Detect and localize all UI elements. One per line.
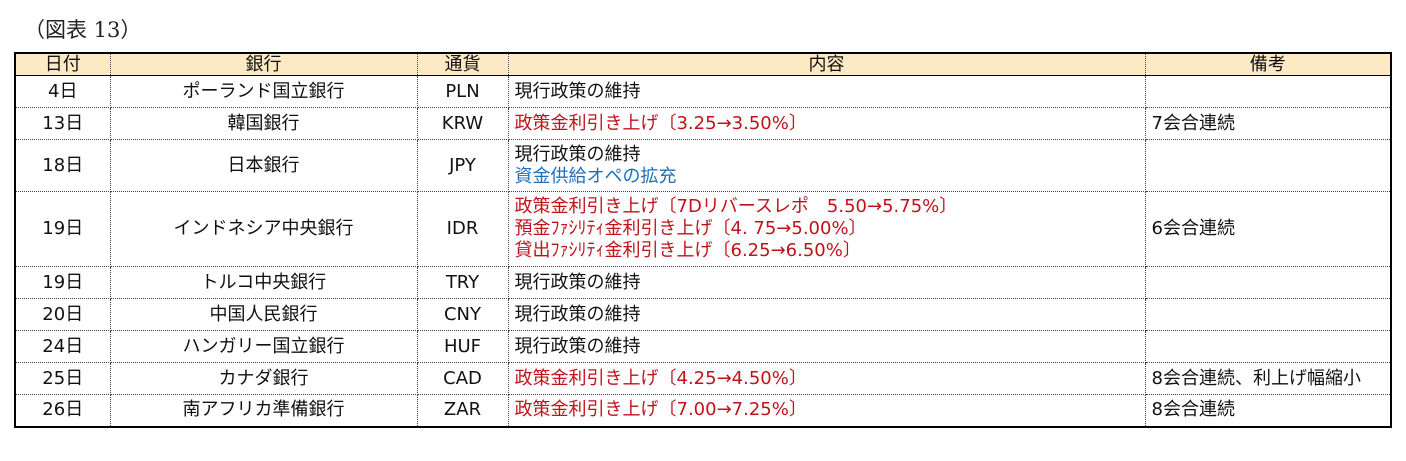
header-date: 日付 — [14, 52, 111, 76]
cell-content: 政策金利引き上げ〔7Dリバースレポ 5.50→5.75%〕 預金ﾌｧｼﾘﾃｨ金利引… — [507, 191, 1146, 267]
cell-bank: 韓国銀行 — [109, 107, 418, 140]
content-line: 政策金利引き上げ〔7Dリバースレポ 5.50→5.75%〕 — [514, 196, 958, 217]
table-row: 26日 南アフリカ準備銀行 ZAR 政策金利引き上げ〔7.00→7.25%〕 8会合連続 — [14, 394, 1392, 427]
cell-currency: CAD — [416, 362, 509, 395]
content-line: 預金ﾌｧｼﾘﾃｨ金利引き上げ〔4. 75→5.00%〕 — [514, 218, 867, 239]
cell-note — [1144, 75, 1392, 108]
table-row: 13日 韓国銀行 KRW 政策金利引き上げ〔3.25→3.50%〕 7会合連続 — [14, 107, 1392, 140]
cell-bank: 南アフリカ準備銀行 — [109, 394, 418, 427]
cell-content: 政策金利引き上げ〔7.00→7.25%〕 — [507, 394, 1146, 427]
cell-bank: ハンガリー国立銀行 — [109, 330, 418, 363]
cell-currency: HUF — [416, 330, 509, 363]
cell-content: 現行政策の維持 — [507, 75, 1146, 108]
central-bank-policy-table: 日付 銀行 通貨 内容 備考 4日 ポーランド国立銀行 PLN 現行政策の維持 13日韓… — [14, 52, 1392, 428]
cell-date: 25日 — [14, 362, 111, 395]
cell-content: 現行政策の維持 — [507, 330, 1146, 363]
table-row: 20日 中国人民銀行 CNY 現行政策の維持 — [14, 298, 1392, 331]
cell-note: 7会合連続 — [1144, 107, 1392, 140]
cell-bank: 中国人民銀行 — [109, 298, 418, 331]
cell-bank: 日本銀行 — [109, 139, 418, 192]
header-note: 備考 — [1144, 52, 1392, 76]
content-line: 資金供給オペの拡充 — [514, 165, 677, 187]
header-content: 内容 — [507, 52, 1146, 76]
cell-content: 政策金利引き上げ〔4.25→4.50%〕 — [507, 362, 1146, 395]
content-line: 現行政策の維持 — [514, 335, 641, 357]
cell-bank: カナダ銀行 — [109, 362, 418, 395]
cell-note — [1144, 139, 1392, 192]
content-line: 政策金利引き上げ〔4.25→4.50%〕 — [514, 367, 807, 389]
table-row: 19日 インドネシア中央銀行 IDR 政策金利引き上げ〔7Dリバースレポ 5.50→5… — [14, 191, 1392, 267]
table-row: 24日 ハンガリー国立銀行 HUF 現行政策の維持 — [14, 330, 1392, 363]
header-bank: 銀行 — [109, 52, 418, 76]
cell-date: 19日 — [14, 266, 111, 299]
figure-label: （図表 13） — [24, 18, 142, 42]
cell-bank: トルコ中央銀行 — [109, 266, 418, 299]
cell-content: 現行政策の維持 — [507, 298, 1146, 331]
cell-currency: CNY — [416, 298, 509, 331]
content-line: 政策金利引き上げ〔7.00→7.25%〕 — [514, 399, 807, 421]
header-currency: 通貨 — [416, 52, 509, 76]
content-line: 政策金利引き上げ〔3.25→3.50%〕 — [514, 112, 807, 134]
cell-date: 19日 — [14, 191, 111, 267]
table-row: 4日 ポーランド国立銀行 PLN 現行政策の維持 — [14, 75, 1392, 108]
content-line: 貸出ﾌｧｼﾘﾃｨ金利引き上げ〔6.25→6.50%〕 — [514, 240, 861, 261]
content-line: 現行政策の維持 — [514, 271, 641, 293]
cell-currency: TRY — [416, 266, 509, 299]
cell-date: 26日 — [14, 394, 111, 427]
cell-date: 4日 — [14, 75, 111, 108]
cell-date: 24日 — [14, 330, 111, 363]
table-header: 日付 銀行 通貨 内容 備考 — [14, 52, 1392, 76]
table-row: 19日 トルコ中央銀行 TRY 現行政策の維持 — [14, 266, 1392, 299]
cell-bank: ポーランド国立銀行 — [109, 75, 418, 108]
table-row: 25日 カナダ銀行 CAD 政策金利引き上げ〔4.25→4.50%〕 8会合連続、利上げ… — [14, 362, 1392, 395]
cell-note: 6会合連続 — [1144, 191, 1392, 267]
cell-date: 18日 — [14, 139, 111, 192]
cell-currency: KRW — [416, 107, 509, 140]
cell-currency: JPY — [416, 139, 509, 192]
header-row: 日付 銀行 通貨 内容 備考 — [14, 52, 1392, 76]
cell-currency: IDR — [416, 191, 509, 267]
cell-currency: PLN — [416, 75, 509, 108]
table-body: 4日 ポーランド国立銀行 PLN 現行政策の維持 13日 韓国銀行 KRW 政策金利引き上げ〔… — [14, 75, 1392, 427]
cell-content: 現行政策の維持 — [507, 266, 1146, 299]
cell-note — [1144, 266, 1392, 299]
cell-note — [1144, 330, 1392, 363]
content-line: 現行政策の維持 — [514, 80, 641, 102]
cell-note — [1144, 298, 1392, 331]
cell-content: 政策金利引き上げ〔3.25→3.50%〕 — [507, 107, 1146, 140]
cell-bank: インドネシア中央銀行 — [109, 191, 418, 267]
cell-date: 20日 — [14, 298, 111, 331]
cell-note: 8会合連続、利上げ幅縮小 — [1144, 362, 1392, 395]
table-row: 18日 日本銀行 JPY 現行政策の維持 資金供給オペの拡充 — [14, 139, 1392, 192]
cell-note: 8会合連続 — [1144, 394, 1392, 427]
cell-currency: ZAR — [416, 394, 509, 427]
cell-content: 現行政策の維持 資金供給オペの拡充 — [507, 139, 1146, 192]
content-line: 現行政策の維持 — [514, 303, 641, 325]
cell-date: 13日 — [14, 107, 111, 140]
content-line: 現行政策の維持 — [514, 143, 641, 165]
